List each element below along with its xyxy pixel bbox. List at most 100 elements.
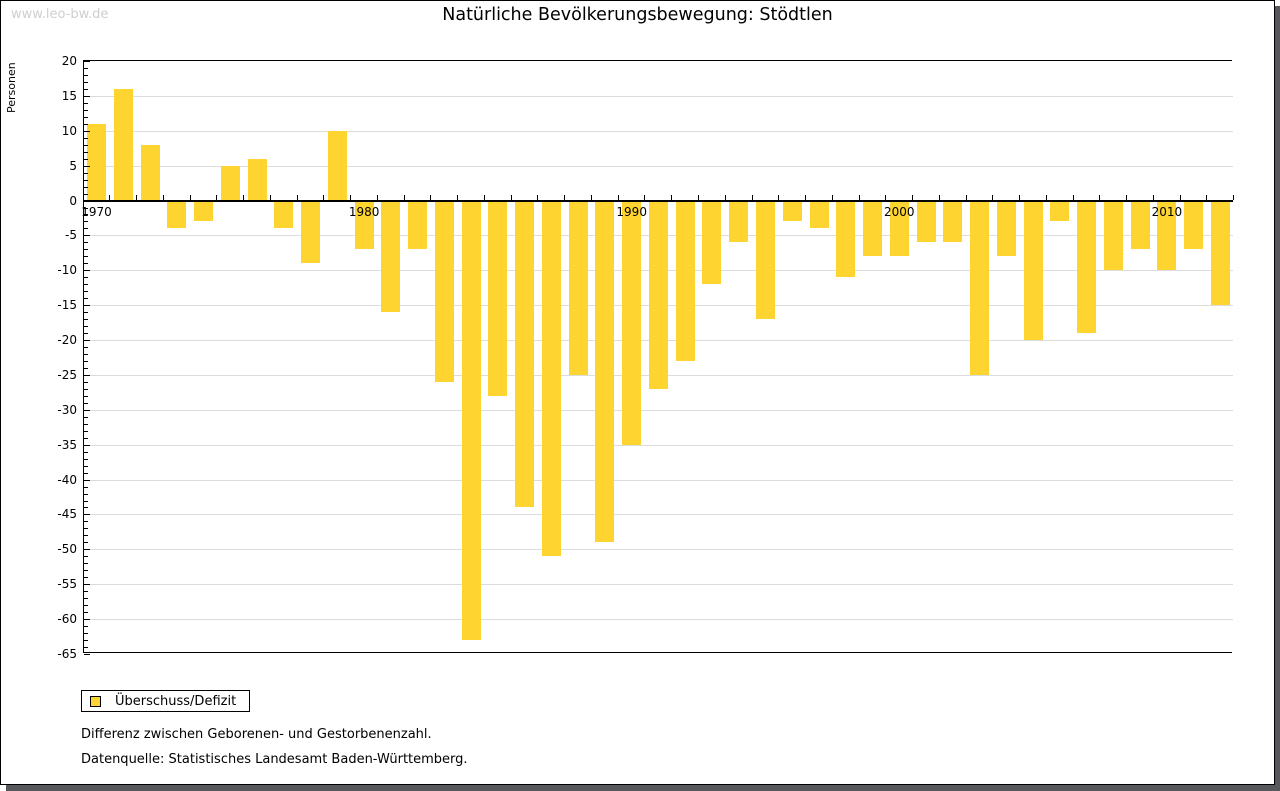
y-tick-mark	[84, 654, 90, 655]
y-tick-mark	[84, 340, 90, 342]
y-tick-mark	[84, 326, 88, 328]
y-tick-mark	[84, 584, 90, 586]
y-tick-mark	[84, 381, 88, 383]
y-tick-mark	[84, 291, 88, 293]
y-tick-label: -5	[65, 228, 77, 243]
y-tick-mark	[84, 221, 88, 223]
bar-2001	[916, 200, 936, 243]
gridline	[84, 444, 1233, 446]
y-tick-mark	[84, 626, 88, 628]
x-tick-mark	[1233, 194, 1235, 200]
y-tick-mark	[84, 116, 88, 118]
x-tick-mark	[644, 194, 646, 200]
x-tick-mark	[724, 194, 726, 200]
y-tick-mark	[84, 388, 88, 390]
y-tick-mark	[84, 430, 88, 432]
x-tick-mark	[564, 194, 566, 200]
bar-1993	[702, 200, 722, 285]
y-tick-mark	[84, 298, 88, 300]
y-tick-mark	[84, 109, 88, 111]
x-tick-mark	[350, 194, 352, 200]
bar-1988	[568, 200, 588, 375]
x-tick-mark	[697, 194, 699, 200]
y-tick-mark	[84, 193, 88, 195]
y-tick-mark	[84, 214, 88, 216]
y-tick-label: -50	[57, 542, 77, 557]
y-tick-mark	[84, 563, 88, 565]
bar-1994	[729, 200, 749, 243]
bar-1971	[113, 88, 133, 201]
bar-2007	[1077, 200, 1097, 334]
x-tick-mark	[1126, 194, 1128, 200]
legend-swatch-icon	[90, 695, 101, 707]
x-tick-mark	[457, 194, 459, 200]
y-tick-mark	[84, 123, 88, 125]
bar-1992	[675, 200, 695, 361]
x-tick-mark	[805, 194, 807, 200]
y-tick-mark	[84, 74, 88, 76]
y-tick-mark	[84, 542, 88, 544]
y-tick-mark	[84, 549, 90, 551]
y-tick-mark	[84, 591, 88, 593]
y-tick-mark	[84, 137, 88, 139]
x-tick-mark	[323, 194, 325, 200]
gridline	[84, 479, 1233, 481]
y-tick-label: -60	[57, 612, 77, 627]
y-tick-mark	[84, 81, 88, 83]
legend-box: Überschuss/Defizit	[81, 690, 250, 712]
x-tick-label: 1990	[616, 204, 647, 219]
y-tick-mark	[84, 577, 88, 579]
y-tick-mark	[84, 514, 90, 516]
x-tick-mark	[1179, 194, 1181, 200]
bar-1999	[863, 200, 883, 257]
x-axis-zero-line	[84, 199, 1233, 202]
gridline	[84, 584, 1233, 586]
x-tick-mark	[992, 194, 994, 200]
bar-1974	[194, 200, 214, 222]
bar-1973	[167, 200, 187, 229]
y-tick-mark	[84, 151, 88, 153]
footnote-definition: Differenz zwischen Geborenen- und Gestor…	[81, 727, 432, 742]
y-axis-label: Personen	[5, 62, 18, 113]
y-tick-label: -40	[57, 472, 77, 487]
y-tick-mark	[84, 367, 88, 369]
y-tick-mark	[84, 423, 88, 425]
y-tick-mark	[84, 598, 88, 600]
bar-1987	[541, 200, 561, 557]
y-tick-mark	[84, 528, 88, 530]
y-tick-label: -65	[57, 647, 77, 661]
gridline	[84, 549, 1233, 551]
y-tick-mark	[84, 130, 90, 132]
frame-shadow-right	[1275, 6, 1280, 791]
y-tick-mark	[84, 256, 88, 258]
x-tick-label: 1980	[348, 204, 380, 219]
watermark: www.leo-bw.de	[11, 7, 109, 22]
y-tick-label: -55	[57, 577, 77, 592]
frame-shadow-bottom	[6, 784, 1280, 791]
y-tick-mark	[84, 402, 88, 404]
y-tick-mark	[84, 347, 88, 349]
y-tick-mark	[84, 444, 90, 446]
x-tick-mark	[1099, 194, 1101, 200]
y-tick-mark	[84, 235, 90, 237]
bar-2010	[1157, 200, 1177, 271]
y-tick-mark	[84, 486, 88, 488]
x-tick-mark	[1152, 194, 1154, 200]
y-tick-mark	[84, 612, 88, 614]
x-tick-mark	[483, 194, 485, 200]
x-tick-mark	[510, 194, 512, 200]
y-tick-mark	[84, 242, 88, 244]
x-tick-mark	[858, 194, 860, 200]
bar-1975	[220, 165, 240, 201]
y-tick-mark	[84, 172, 88, 174]
y-tick-mark	[84, 95, 90, 97]
y-tick-mark	[84, 493, 88, 495]
x-tick-mark	[269, 194, 271, 200]
x-tick-mark	[537, 194, 539, 200]
bar-1980	[354, 200, 374, 250]
y-tick-mark	[84, 67, 88, 69]
y-tick-mark	[84, 416, 88, 418]
gridline	[84, 409, 1233, 411]
